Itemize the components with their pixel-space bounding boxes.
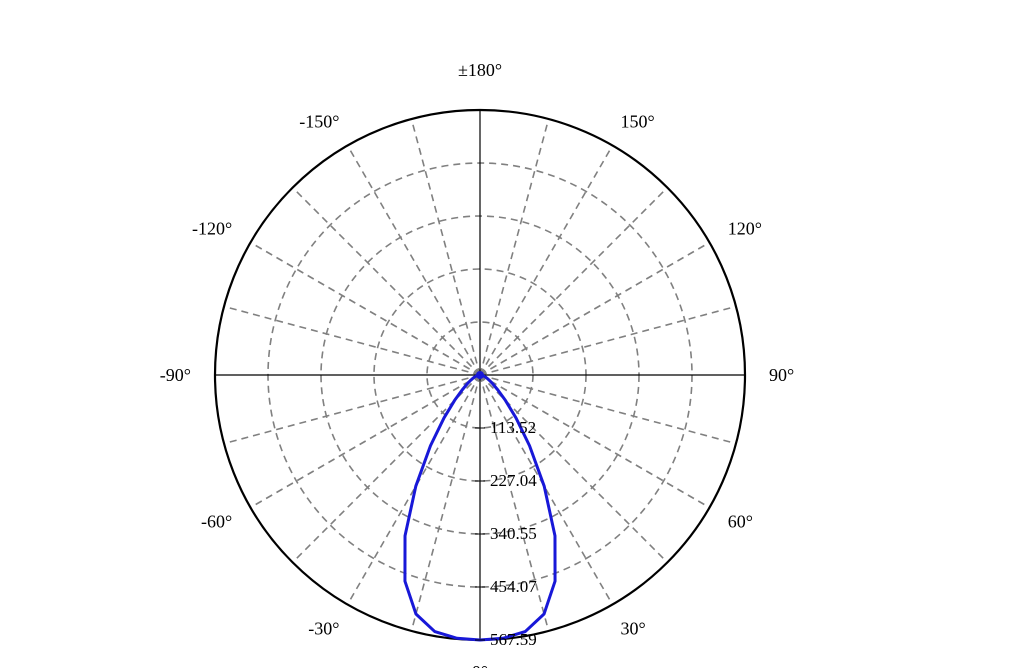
radial-label: 567.59 [490,630,537,649]
angle-label: -30° [308,619,339,639]
angle-label: -120° [192,219,232,239]
angle-label: 60° [728,512,753,532]
angle-label: ±180° [458,60,502,80]
angle-label: -150° [299,111,339,131]
grid-spoke [411,119,480,375]
angle-label: -90° [160,365,191,385]
grid-spoke [293,188,480,375]
angle-label: -60° [201,512,232,532]
radial-label: 454.07 [490,577,537,596]
radial-label: 340.55 [490,524,537,543]
grid-spoke [251,243,480,376]
angle-label: 30° [621,619,646,639]
center-marker [476,371,484,379]
grid-spoke [480,243,709,376]
grid-spoke [480,306,736,375]
grid-spoke [224,306,480,375]
polar-chart: 0° 30° 60° 90° 120° 150° ±180° -150° -120° -90° -6… [0,0,1022,668]
grid-spoke [480,119,549,375]
radial-label: 113.52 [490,418,536,437]
polar-svg: 0° 30° 60° 90° 120° 150° ±180° -150° -120° -90° -6… [0,0,1022,668]
angle-label: 90° [769,365,794,385]
angle-label: 150° [621,111,655,131]
grid-spoke [480,188,667,375]
angle-label: 120° [728,219,762,239]
radial-label: 227.04 [490,471,537,490]
grid-spoke [480,146,613,375]
grid-spoke [224,375,480,444]
grid-spoke [251,375,480,508]
angle-label: 0° [472,662,488,668]
grid-spoke [348,146,481,375]
